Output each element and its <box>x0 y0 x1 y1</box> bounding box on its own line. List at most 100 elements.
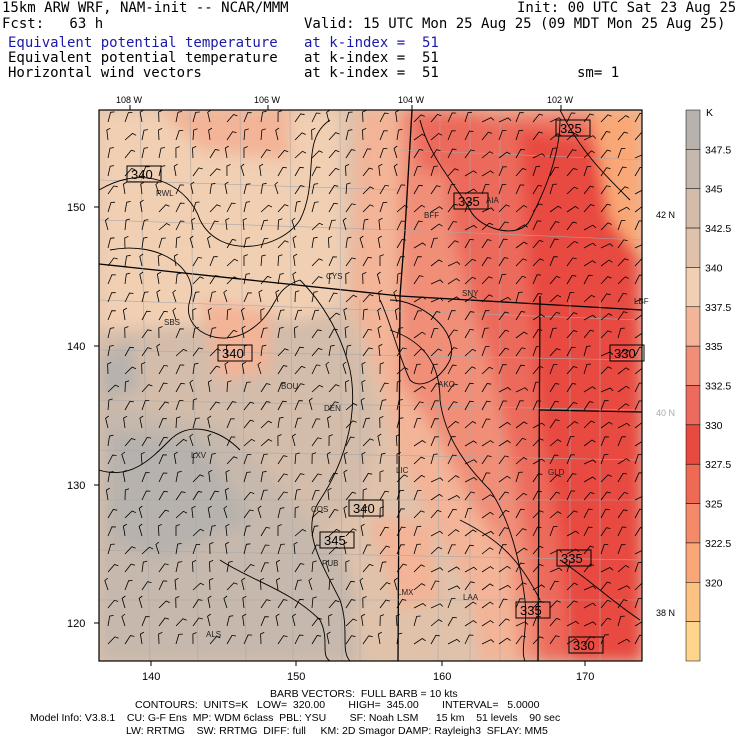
wind-barb <box>175 400 184 411</box>
wind-barb <box>311 329 322 339</box>
wind-barb <box>141 546 154 555</box>
model-title: 15km ARW WRF, NAM-init -- NCAR/MMM <box>2 0 289 16</box>
lat-label-38n: 38 N <box>656 608 675 618</box>
wind-barb <box>175 633 183 645</box>
wind-barb <box>345 236 352 249</box>
svg-text:335: 335 <box>520 603 542 618</box>
wind-barb <box>532 314 545 321</box>
wind-barb <box>464 311 475 321</box>
wind-barb <box>464 620 477 627</box>
wind-barb <box>447 261 461 267</box>
wind-barb <box>260 616 269 627</box>
wind-barb <box>107 111 115 123</box>
colorbar-cell <box>685 582 701 622</box>
colorbar-cell <box>685 424 701 465</box>
wind-barb <box>277 218 283 231</box>
wind-barb <box>396 327 404 339</box>
wind-barb <box>413 401 424 411</box>
colorbar-tick-label: 325 <box>705 499 723 511</box>
wind-barb <box>139 110 144 123</box>
wind-barb <box>379 130 388 141</box>
wind-barb <box>192 632 197 645</box>
wind-barb <box>549 364 558 375</box>
wind-barb <box>277 416 284 429</box>
wind-barb <box>192 617 203 627</box>
wind-barb <box>617 638 631 645</box>
wind-barb <box>498 527 509 537</box>
colorbar-tick-label: 322.5 <box>705 538 731 550</box>
wind-barb <box>241 361 246 375</box>
wind-barb <box>207 505 212 519</box>
wind-barb <box>277 166 287 177</box>
wind-barb <box>293 253 298 267</box>
wind-barb <box>359 577 364 591</box>
wind-barb <box>447 148 457 159</box>
wind-barb <box>549 454 559 465</box>
wind-barb <box>498 204 510 213</box>
wind-barb <box>532 510 544 519</box>
colorbar-cell <box>685 463 701 504</box>
wind-barb <box>140 451 145 465</box>
map-frame <box>98 109 643 662</box>
wind-barb <box>243 401 255 411</box>
wind-barb <box>192 560 197 573</box>
wind-barb <box>311 525 319 537</box>
wind-barb <box>158 472 168 483</box>
wind-barb <box>208 560 214 573</box>
wind-barb <box>242 595 247 609</box>
wind-barb <box>294 132 306 141</box>
wind-barb <box>311 183 319 195</box>
field-level-1: at k-index = 51 <box>304 35 439 51</box>
wind-barb <box>174 577 179 591</box>
wind-barb <box>377 631 382 645</box>
wind-barb <box>515 275 527 285</box>
wind-barb <box>515 547 528 555</box>
wind-barb <box>481 620 494 627</box>
wind-barb <box>124 236 129 249</box>
wind-barb <box>532 293 543 303</box>
svg-text:340: 340 <box>222 346 244 361</box>
wind-barb <box>464 188 478 195</box>
wind-barb <box>124 580 133 591</box>
wind-barb <box>430 453 438 465</box>
wind-barb <box>107 362 112 375</box>
wind-barb <box>294 634 304 645</box>
wind-barb <box>430 436 439 447</box>
wind-barb <box>430 348 442 357</box>
wind-barb <box>464 529 477 537</box>
svg-text:335: 335 <box>561 551 583 566</box>
wind-barb <box>583 224 597 231</box>
wind-barb <box>498 400 508 411</box>
wind-barb <box>617 509 628 519</box>
wind-barb <box>617 327 625 339</box>
wind-barb <box>107 237 115 249</box>
wind-barb <box>515 387 529 393</box>
wind-barb <box>175 364 185 375</box>
wind-barb <box>311 236 318 249</box>
wind-barb <box>173 451 178 465</box>
wind-barb <box>191 217 196 231</box>
wind-barb <box>141 291 149 303</box>
wind-barb <box>583 274 593 285</box>
wind-barb <box>549 166 559 177</box>
wind-barb <box>549 275 561 285</box>
wind-barb <box>515 471 523 483</box>
wind-barb <box>396 474 408 483</box>
wind-barb <box>294 309 303 321</box>
wind-barb <box>447 436 456 447</box>
wind-barb <box>141 616 150 627</box>
wind-barb <box>532 564 544 573</box>
wind-barb <box>192 347 203 357</box>
wind-barb <box>107 345 114 357</box>
wind-barb <box>430 223 443 231</box>
wind-barb <box>549 205 562 213</box>
wind-barb <box>311 452 317 465</box>
wind-barb <box>600 634 609 645</box>
wind-barb <box>549 511 562 519</box>
contour-label: 325 <box>555 119 591 137</box>
wind-barb <box>396 508 406 519</box>
wind-barb <box>634 112 642 123</box>
wind-barb <box>189 379 194 393</box>
wind-barb <box>515 562 525 573</box>
wind-barb <box>600 527 611 537</box>
